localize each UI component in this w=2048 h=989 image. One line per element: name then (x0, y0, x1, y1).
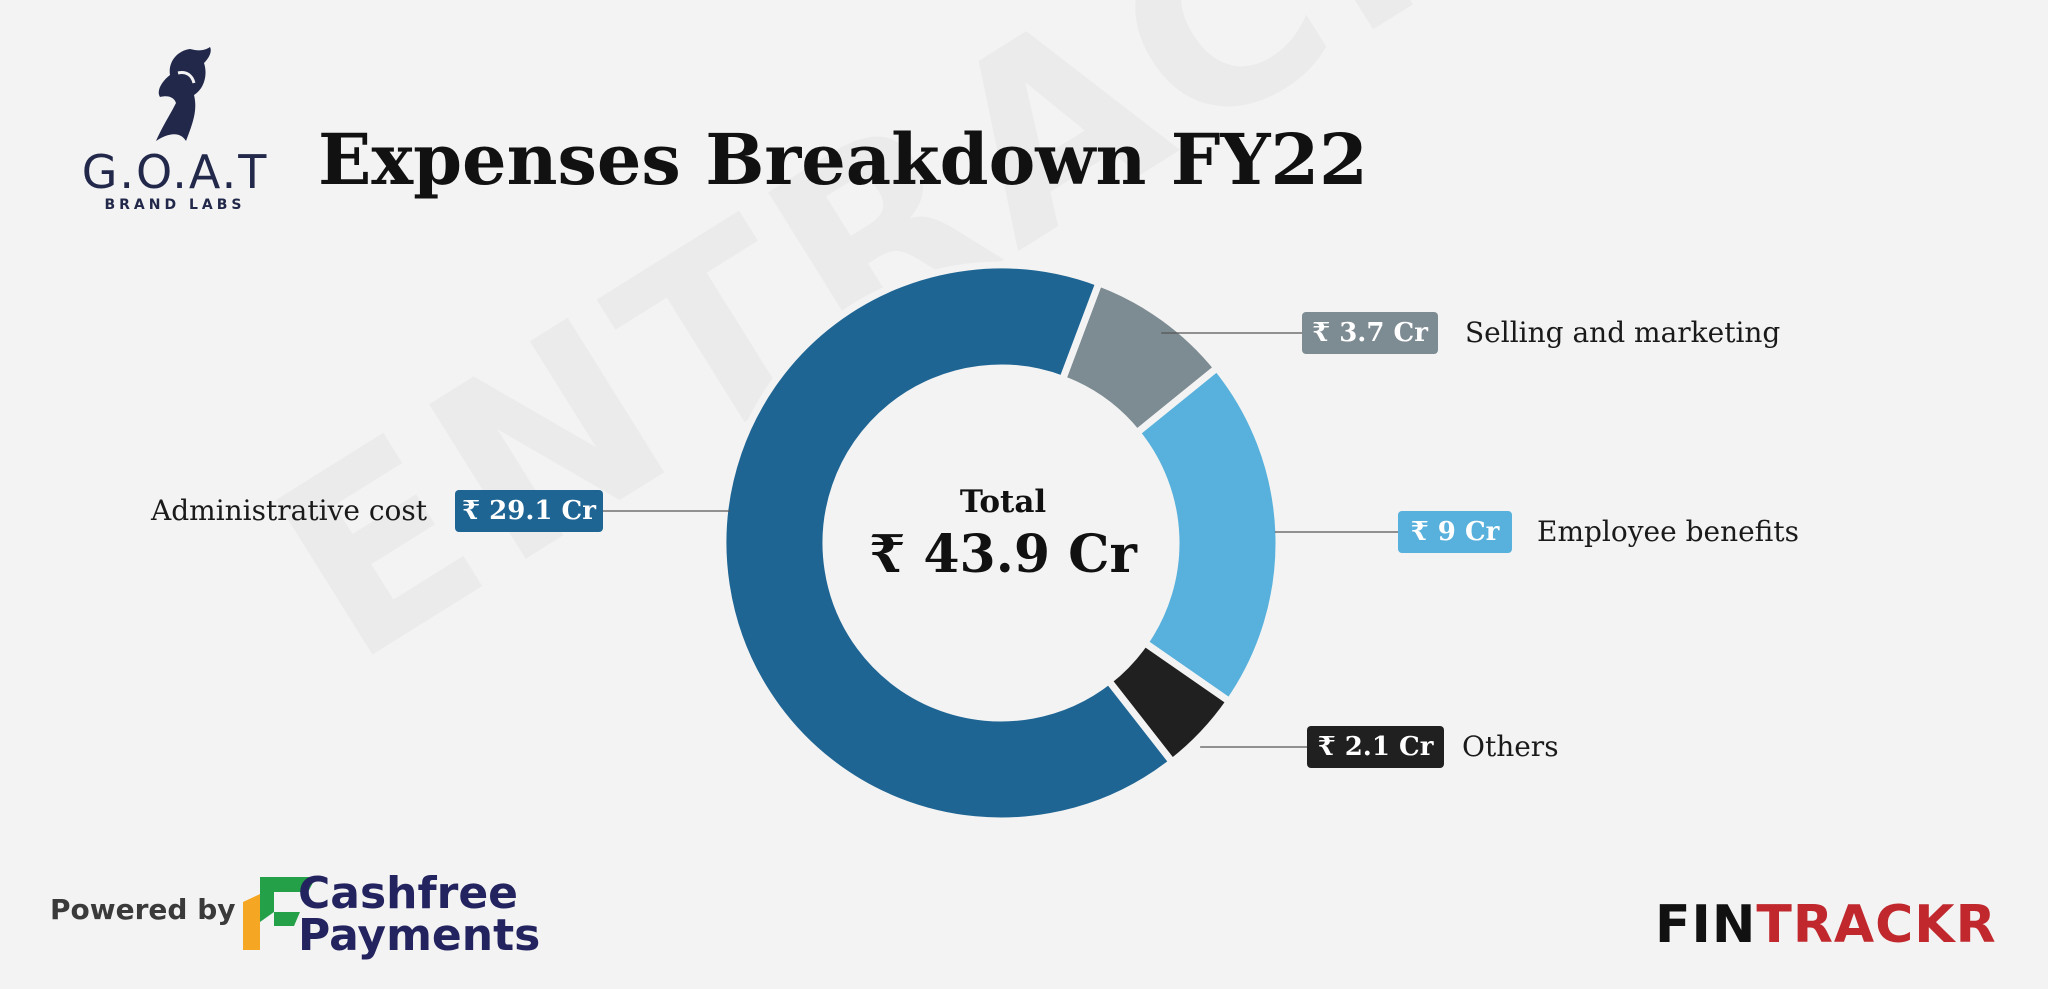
value-badge: ₹ 9 Cr (1398, 511, 1512, 553)
goat-logo: G.O.A.T BRAND LABS (70, 45, 280, 225)
slice-administrative-cost (719, 261, 1178, 825)
goat-head-icon (156, 47, 211, 141)
center-total-label: Total (959, 484, 1047, 520)
center-total-value: ₹ 43.9 Cr (869, 524, 1137, 585)
fintrackr-logo: FINTRACKR (1655, 895, 1997, 955)
fintrackr-part-trackr: TRACKR (1756, 895, 1997, 955)
category-label: Employee benefits (1537, 515, 1799, 548)
value-badge: ₹ 2.1 Cr (1307, 726, 1444, 768)
category-label: Selling and marketing (1465, 316, 1781, 349)
powered-by-label: Powered by (50, 893, 236, 926)
brand-name: G.O.A.T (81, 145, 269, 199)
value-badge: ₹ 29.1 Cr (455, 490, 603, 532)
brand-tagline: BRAND LABS (104, 197, 246, 213)
cashfree-word: Cashfree (298, 868, 519, 919)
value-badge: ₹ 3.7 Cr (1302, 312, 1438, 354)
category-label: Administrative cost (151, 494, 427, 527)
category-label: Others (1462, 730, 1559, 763)
payments-word: Payments (298, 910, 541, 961)
slice-employee-benefits (1132, 363, 1283, 707)
page-title: Expenses Breakdown FY22 (318, 118, 1368, 201)
cashfree-logo-icon (243, 877, 316, 950)
fintrackr-part-fin: FIN (1655, 895, 1757, 955)
